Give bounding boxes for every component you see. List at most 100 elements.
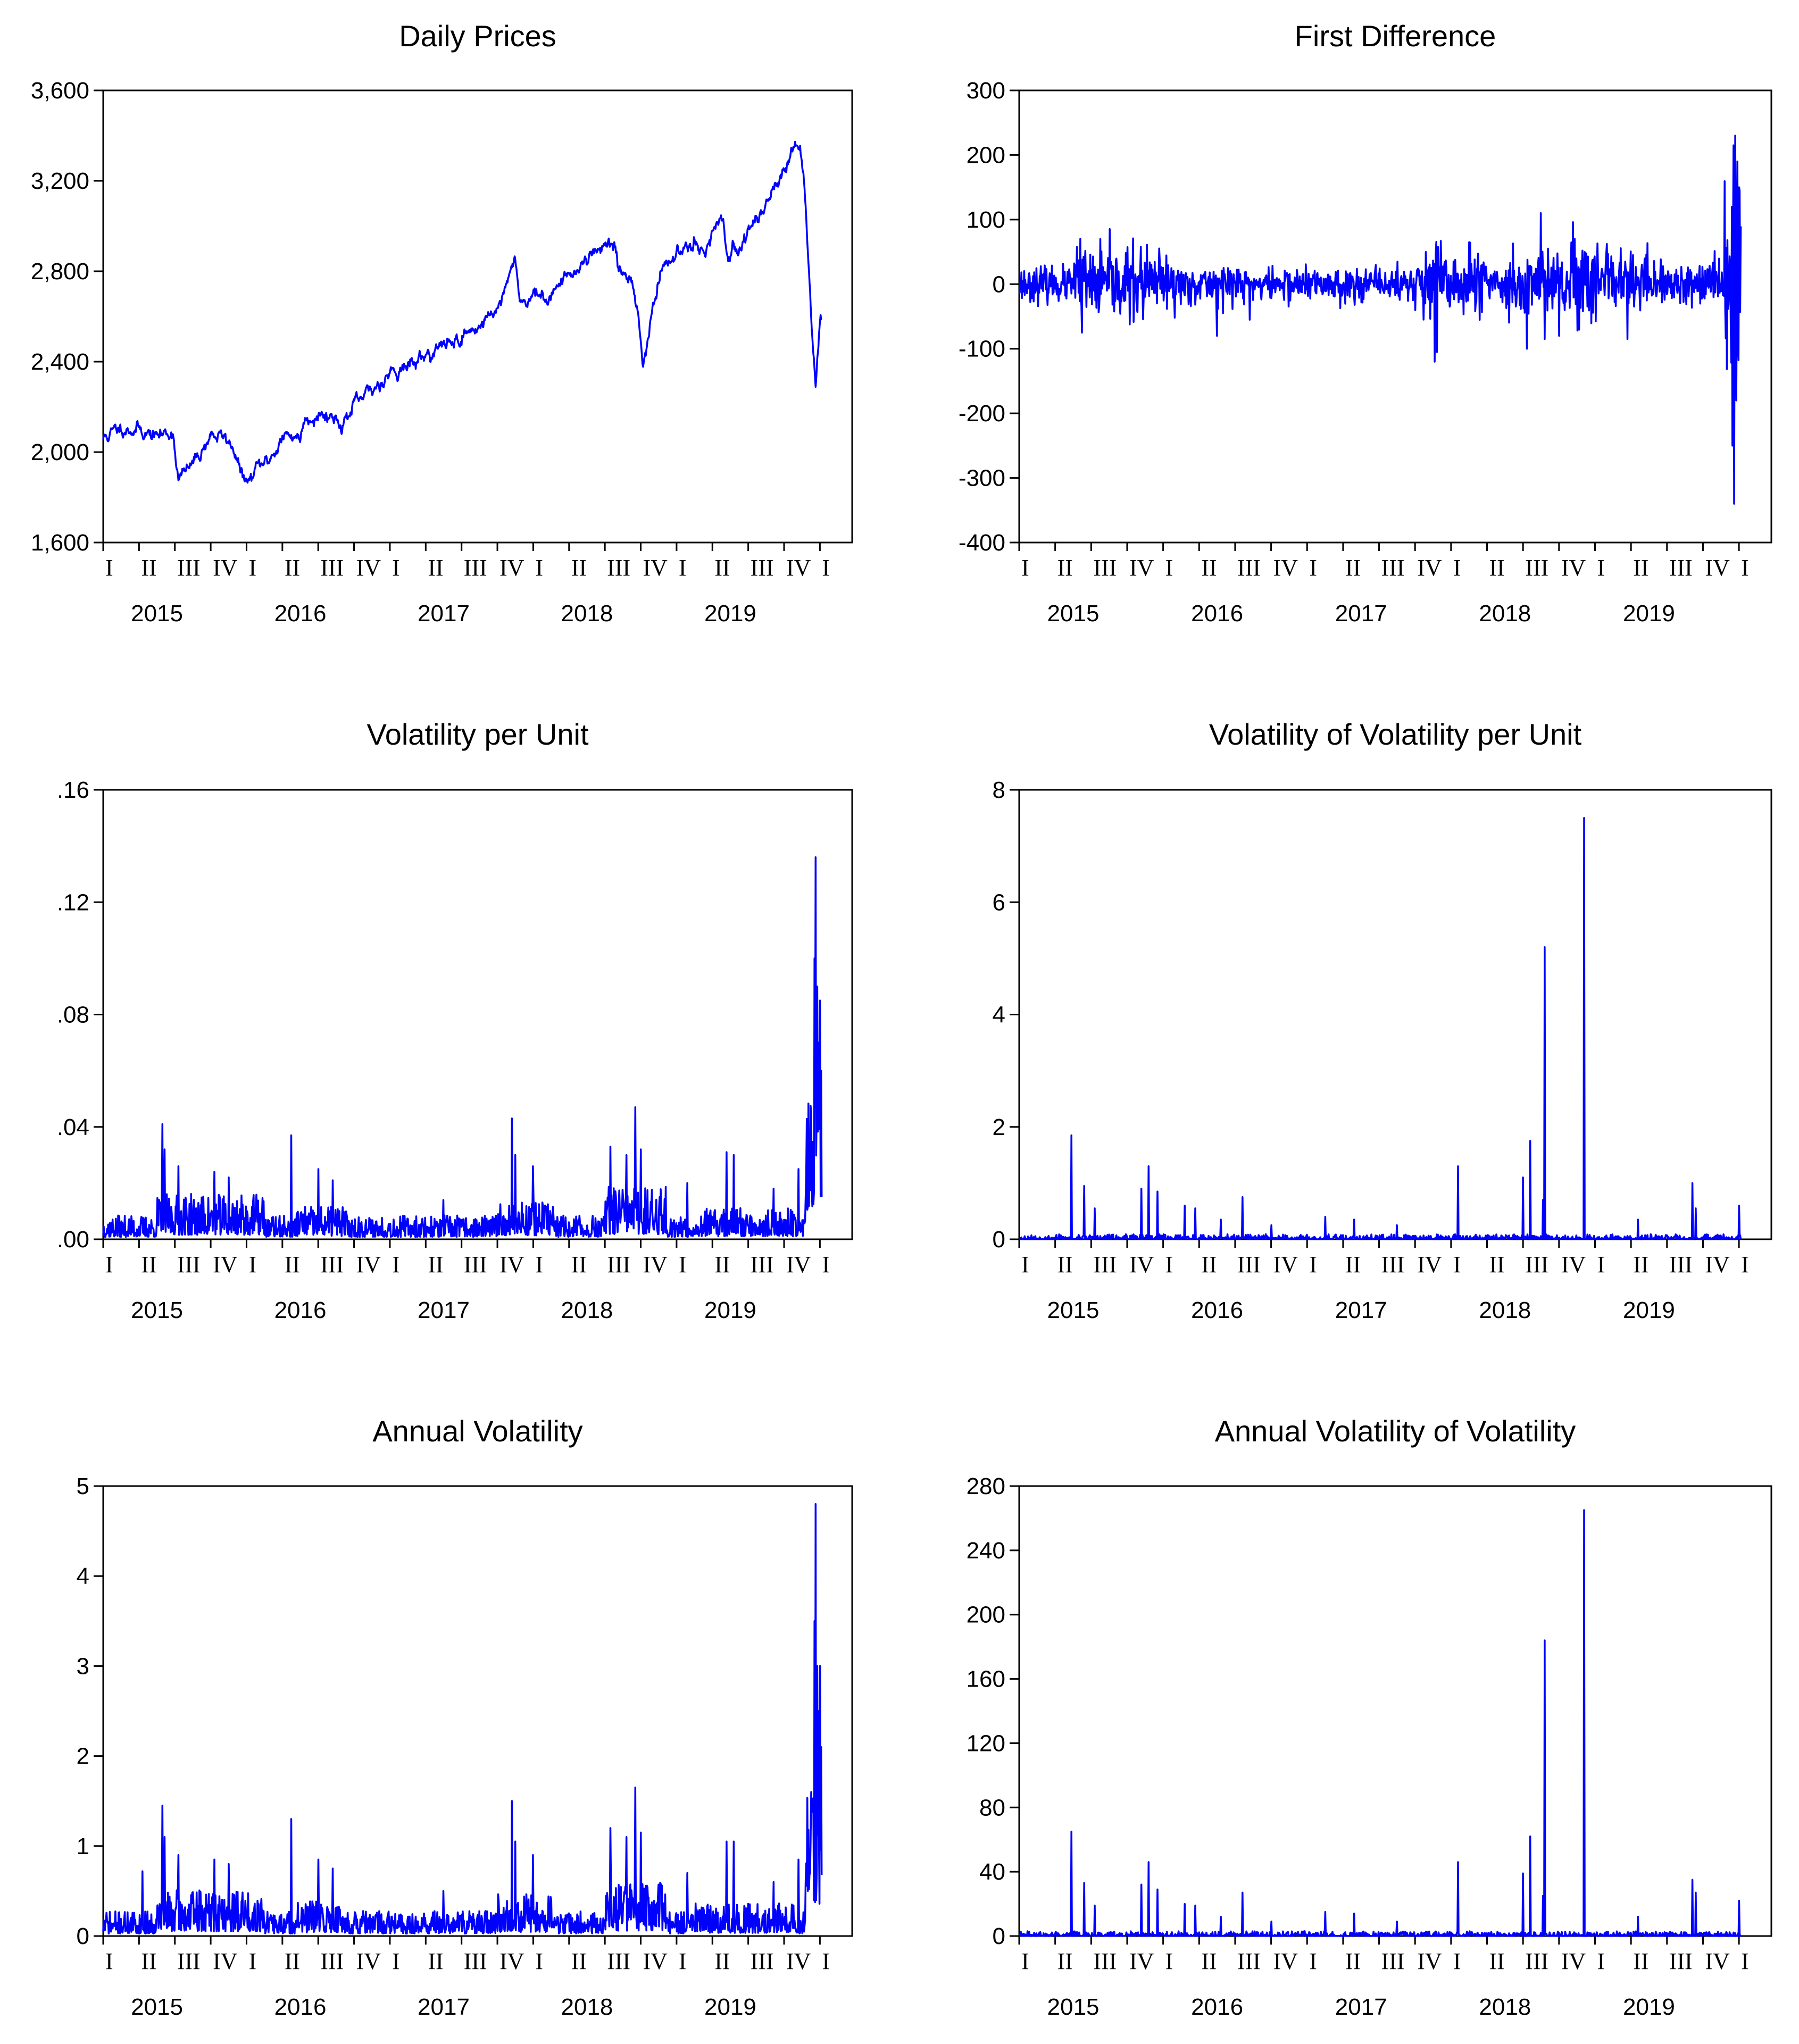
y-tick-label: -100 (959, 336, 1005, 362)
series-line (102, 1503, 823, 1935)
y-tick-label: .04 (57, 1114, 89, 1140)
x-quarter-label: I (248, 555, 256, 581)
x-year-label: 2017 (418, 1994, 470, 2020)
x-quarter-label: I (392, 555, 400, 581)
y-tick-label: 120 (967, 1730, 1005, 1756)
x-quarter-label: III (464, 1948, 487, 1974)
x-quarter-label: I (822, 555, 830, 581)
series-line (102, 140, 822, 484)
x-year-label: 2016 (1191, 600, 1243, 627)
series-line (1019, 817, 1742, 1240)
x-quarter-label: I (679, 1948, 687, 1974)
x-year-label: 2019 (1623, 1994, 1675, 2020)
x-quarter-label: I (1165, 1252, 1173, 1278)
x-quarter-label: IV (1561, 555, 1586, 581)
x-quarter-label: I (1165, 555, 1173, 581)
x-year-label: 2015 (131, 1994, 183, 2020)
x-quarter-label: I (392, 1948, 400, 1974)
x-quarter-label: II (141, 1252, 156, 1278)
x-quarter-label: I (105, 1948, 113, 1974)
x-quarter-label: III (1237, 1948, 1261, 1974)
x-quarter-label: II (1633, 555, 1648, 581)
x-quarter-label: II (1057, 555, 1073, 581)
x-quarter-label: I (1309, 555, 1317, 581)
x-quarter-label: III (607, 1948, 630, 1974)
y-tick-label: 2 (993, 1114, 1005, 1140)
x-quarter-label: II (1345, 1948, 1361, 1974)
x-quarter-label: I (248, 1948, 256, 1974)
x-quarter-label: III (751, 555, 774, 581)
x-quarter-label: IV (643, 1948, 668, 1974)
x-year-label: 2019 (704, 600, 756, 627)
x-quarter-label: IV (643, 555, 668, 581)
x-quarter-label: III (177, 555, 201, 581)
y-tick-label: 2 (77, 1743, 89, 1770)
y-tick-label: 240 (967, 1538, 1005, 1564)
x-quarter-label: III (320, 1252, 344, 1278)
x-quarter-label: II (428, 555, 443, 581)
x-quarter-label: III (464, 555, 487, 581)
x-year-label: 2015 (1047, 600, 1100, 627)
x-quarter-label: I (822, 1948, 830, 1974)
y-tick-label: -300 (959, 465, 1005, 491)
x-year-label: 2018 (1479, 600, 1531, 627)
x-quarter-label: III (1381, 1252, 1405, 1278)
x-quarter-label: I (1309, 1948, 1317, 1974)
x-quarter-label: I (1741, 555, 1749, 581)
y-tick-label: 1,600 (31, 530, 89, 556)
y-tick-label: 4 (993, 1002, 1005, 1028)
x-quarter-label: III (1669, 555, 1693, 581)
x-quarter-label: III (1525, 555, 1548, 581)
y-tick-label: 1 (77, 1833, 89, 1859)
y-tick-label: 2,000 (31, 439, 89, 465)
x-quarter-label: IV (1705, 1948, 1730, 1974)
x-quarter-label: I (392, 1252, 400, 1278)
x-quarter-label: IV (1561, 1948, 1586, 1974)
x-quarter-label: IV (643, 1252, 668, 1278)
x-quarter-label: I (1021, 1948, 1029, 1974)
x-year-label: 2016 (1191, 1994, 1243, 2020)
x-quarter-label: IV (1705, 1252, 1730, 1278)
x-quarter-label: III (1381, 555, 1405, 581)
x-quarter-label: II (571, 555, 587, 581)
x-quarter-label: III (1093, 555, 1117, 581)
x-quarter-label: I (1021, 1252, 1029, 1278)
y-tick-label: 100 (967, 207, 1005, 233)
y-tick-label: 0 (993, 1227, 1005, 1253)
x-year-label: 2015 (131, 1297, 183, 1323)
x-quarter-label: I (1453, 1252, 1461, 1278)
x-quarter-label: II (141, 1948, 156, 1974)
x-quarter-label: IV (499, 1948, 524, 1974)
series-line (1019, 1509, 1742, 1937)
x-quarter-label: II (1345, 1252, 1361, 1278)
y-tick-label: 2,800 (31, 258, 89, 285)
x-quarter-label: IV (1705, 555, 1730, 581)
y-tick-label: 6 (993, 889, 1005, 915)
chart-daily-prices: Daily Prices 1,600 2,000 2,400 2,800 3,200 3,… (31, 19, 853, 627)
x-quarter-label: III (1381, 1948, 1405, 1974)
x-quarter-label: II (571, 1252, 587, 1278)
plot-frame (1018, 789, 1772, 1240)
x-year-label: 2017 (418, 1297, 470, 1323)
x-quarter-label: IV (213, 1252, 238, 1278)
x-quarter-label: IV (356, 1948, 381, 1974)
x-quarter-label: II (1201, 555, 1217, 581)
x-year-label: 2016 (274, 600, 327, 627)
series-line (102, 856, 823, 1238)
plot-frame (102, 789, 853, 1240)
x-quarter-label: II (1201, 1948, 1217, 1974)
x-quarter-label: IV (1129, 1252, 1154, 1278)
y-tick-label: 3 (77, 1653, 89, 1679)
x-quarter-label: I (679, 555, 687, 581)
plot-frame (1018, 89, 1772, 544)
y-tick-label: 200 (967, 1602, 1005, 1628)
x-quarter-label: I (535, 1948, 543, 1974)
x-quarter-label: II (428, 1948, 443, 1974)
x-year-label: 2018 (561, 600, 613, 627)
x-year-label: 2016 (274, 1994, 327, 2020)
x-quarter-label: II (571, 1948, 587, 1974)
x-quarter-label: III (751, 1948, 774, 1974)
x-quarter-label: II (1057, 1252, 1073, 1278)
